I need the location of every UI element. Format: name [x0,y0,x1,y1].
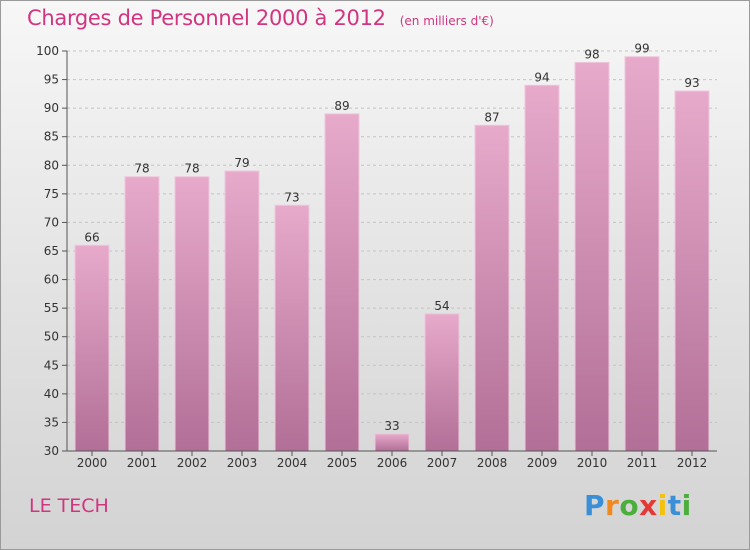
bars: 66 78 78 79 73 89 33 54 87 94 98 99 93 [74,42,710,452]
y-tick-label: 30 [44,444,59,458]
chart-unit: (en milliers d'€) [399,14,494,28]
y-tick-label: 50 [44,330,59,344]
bar-2001 [124,176,160,452]
logo-letter: i [681,489,692,522]
x-tick-label-2007: 2007 [427,456,458,470]
x-tick-label-2002: 2002 [177,456,208,470]
bar-2009 [524,84,560,452]
data-label-2000: 66 [84,230,99,244]
x-tick-label-2010: 2010 [577,456,608,470]
x-tick-label-2006: 2006 [377,456,408,470]
x-tick-label-2012: 2012 [677,456,708,470]
bar-2008 [474,124,510,452]
x-tick-label-2011: 2011 [627,456,658,470]
logo-letter: o [619,489,640,522]
x-tick-label-2003: 2003 [227,456,258,470]
y-tick-label: 100 [36,44,59,58]
bar-2000 [74,244,110,452]
logo-letter: r [605,489,620,522]
y-tick-label: 35 [44,415,59,429]
y-tick-label: 60 [44,273,59,287]
logo-letter: i [657,489,668,522]
bar-2003 [224,170,260,452]
bar-2012 [674,90,710,452]
chart-title-text: Charges de Personnel 2000 à 2012 [27,6,386,30]
data-label-2009: 94 [534,70,549,84]
y-tick-label: 90 [44,101,59,115]
y-tick-label: 85 [44,130,59,144]
axes: 30 35 40 45 50 55 60 65 70 75 80 85 90 95 100 2000 2001 2… [36,44,717,470]
bar-2011 [624,56,660,452]
bar-2004 [274,204,310,452]
x-tick-label-2009: 2009 [527,456,558,470]
y-tick-label: 65 [44,244,59,258]
data-label-2001: 78 [134,162,149,176]
y-tick-label: 70 [44,215,59,229]
data-label-2003: 79 [234,156,249,170]
bar-2002 [174,176,210,452]
bar-2010 [574,61,610,452]
data-label-2008: 87 [484,110,499,124]
logo-letter: x [639,489,658,522]
x-tick-label-2004: 2004 [277,456,308,470]
data-label-2011: 99 [634,42,649,56]
y-tick-label: 80 [44,158,59,172]
data-label-2012: 93 [684,76,699,90]
y-tick-label: 95 [44,73,59,87]
logo-letter: t [667,489,682,522]
bar-2007 [424,313,460,452]
data-label-2002: 78 [184,162,199,176]
data-label-2004: 73 [284,190,299,204]
x-tick-label-2008: 2008 [477,456,508,470]
y-tick-label: 55 [44,301,59,315]
bar-2006 [374,433,410,452]
y-tick-label: 75 [44,187,59,201]
data-label-2006: 33 [384,419,399,433]
x-tick-label-2001: 2001 [127,456,158,470]
data-label-2005: 89 [334,99,349,113]
commune-name: LE TECH [29,495,109,517]
x-tick-label-2005: 2005 [327,456,358,470]
bar-2005 [324,113,360,452]
y-tick-label: 40 [44,387,59,401]
x-tick-label-2000: 2000 [77,456,108,470]
data-label-2007: 54 [434,299,449,313]
y-tick-label: 45 [44,358,59,372]
grid [67,50,717,452]
logo-letter: P [584,489,606,522]
proxiti-logo[interactable]: Proxiti [584,489,692,522]
data-label-2010: 98 [584,47,599,61]
chart-title: Charges de Personnel 2000 à 2012 (en mill… [27,6,494,30]
